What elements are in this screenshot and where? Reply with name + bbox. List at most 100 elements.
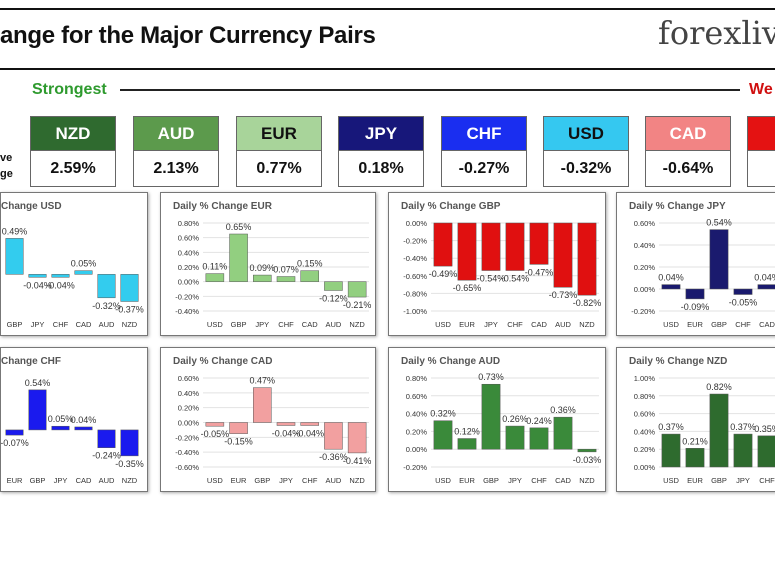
bar — [97, 429, 116, 448]
chart-title: Daily % Change AUD — [401, 356, 500, 367]
x-tick-label: USD — [435, 476, 451, 485]
value-label: 0.04% — [754, 273, 775, 283]
tile-currency: JPY — [338, 116, 424, 151]
bar — [324, 281, 343, 291]
value-label: -0.54% — [477, 274, 506, 284]
x-tick-label: AUD — [99, 476, 115, 485]
y-tick-label: -0.40% — [175, 307, 199, 316]
value-label: -0.04% — [295, 428, 324, 438]
y-tick-label: 0.20% — [406, 427, 428, 436]
x-tick-label: CAD — [759, 320, 775, 329]
value-label: 0.47% — [250, 376, 276, 386]
x-tick-label: JPY — [736, 476, 750, 485]
tile-value: 2.13% — [133, 151, 219, 187]
chart-panel: Daily % Change AUD 0.80% 0.60% 0.40% 0.20% 0.… — [388, 347, 606, 492]
chart: Daily % Change JPY 0.60% 0.40% 0.20% 0.00% -0… — [629, 201, 775, 329]
chart: Daily % Change EUR0.80%0.60%0.40%0.20%0.… — [173, 201, 371, 329]
bar — [481, 383, 501, 450]
bar — [505, 425, 525, 450]
chart-panel: Change CHF EUR -0.07% GBP 0.54% JPY 0.05% CAD 0.… — [0, 347, 148, 492]
y-tick-label: -0.20% — [175, 433, 199, 442]
chart-panel: Daily % Change EUR 0.80% 0.60% 0.40% 0.20% 0.… — [160, 192, 376, 336]
tile-value: -0.27% — [441, 151, 527, 187]
value-label: -0.35% — [115, 459, 144, 469]
bar — [300, 270, 319, 282]
x-tick-label: USD — [207, 320, 223, 329]
value-label: -0.82% — [573, 298, 602, 308]
value-label: 0.32% — [430, 409, 456, 419]
value-label: 0.05% — [71, 259, 97, 269]
bar — [205, 422, 225, 427]
bar — [457, 222, 477, 281]
y-tick-label: 1.00% — [634, 374, 656, 383]
bar — [253, 387, 272, 423]
y-tick-label: 0.20% — [178, 263, 200, 272]
y-tick-label: 0.80% — [634, 392, 656, 401]
bar — [505, 222, 525, 271]
x-tick-label: CAD — [555, 476, 571, 485]
bar — [276, 422, 296, 426]
bar — [5, 238, 24, 275]
currency-tile: AUD 2.13% — [133, 116, 219, 187]
value-label: 0.24% — [526, 416, 552, 426]
y-tick-label: 0.00% — [406, 219, 428, 228]
bar — [661, 433, 681, 468]
bar — [74, 426, 93, 431]
x-tick-label: AUD — [326, 320, 342, 329]
tile-currency: AUD — [133, 116, 219, 151]
bar — [685, 288, 705, 300]
value-label: -0.04% — [272, 428, 301, 438]
value-label: -0.04% — [46, 280, 75, 290]
bar — [347, 281, 367, 298]
y-tick-label: 0.20% — [178, 404, 200, 413]
x-tick-label: AUD — [555, 320, 571, 329]
y-tick-label: 0.60% — [178, 374, 200, 383]
y-tick-label: -0.60% — [175, 463, 199, 472]
chart-panel: Daily % Change JPY 0.60% 0.40% 0.20% 0.00% -0… — [616, 192, 775, 336]
x-tick-label: USD — [663, 476, 679, 485]
bar — [433, 222, 453, 267]
value-label: -0.07% — [1, 438, 29, 448]
x-tick-label: GBP — [711, 476, 727, 485]
chart-title: Daily % Change NZD — [629, 356, 727, 367]
value-label: -0.36% — [319, 452, 348, 462]
currency-tile: USD -0.32% — [543, 116, 629, 187]
bar — [481, 222, 501, 271]
x-tick-label: USD — [435, 320, 451, 329]
chart-panel: Change USD GBP 0.49% JPY -0.04% CHF -0.04% CAD 0… — [0, 192, 148, 336]
value-label: -0.15% — [224, 437, 253, 447]
value-label: -0.54% — [501, 274, 530, 284]
value-label: 0.15% — [297, 259, 323, 269]
bar — [28, 274, 47, 278]
bar — [553, 416, 573, 450]
x-tick-label: NZD — [579, 320, 595, 329]
title-bar — [0, 8, 775, 70]
x-tick-label: CHF — [531, 476, 547, 485]
y-tick-label: 0.40% — [178, 389, 200, 398]
chart: Daily % Change NZD1.00%0.80%0.60%0.40%0.… — [629, 356, 775, 485]
tile-value: 0.18% — [338, 151, 424, 187]
value-label: -0.09% — [681, 302, 710, 312]
chart: Change USD GBP 0.49% JPY -0.04% CHF -0.04% CAD 0… — [1, 201, 144, 329]
bar — [74, 270, 93, 275]
chart: Daily % Change GBP 0.00% -0.20% -0.40% -0.60… — [401, 201, 602, 329]
currency-tile: CAD -0.64% — [645, 116, 731, 187]
value-label: 0.82% — [706, 382, 732, 392]
tile-value: 0.77% — [236, 151, 322, 187]
y-tick-label: 0.60% — [634, 219, 656, 228]
value-label: -0.05% — [201, 429, 230, 439]
tile-currency: CAD — [645, 116, 731, 151]
x-tick-label: GBP — [7, 320, 23, 329]
value-label: -0.12% — [319, 293, 348, 303]
value-label: 0.36% — [550, 405, 576, 415]
weakest-label: We — [749, 81, 773, 98]
bar — [51, 274, 70, 278]
x-tick-label: JPY — [31, 320, 45, 329]
x-tick-label: CAD — [76, 476, 92, 485]
value-label: 0.65% — [226, 222, 252, 232]
y-tick-label: -0.60% — [403, 272, 427, 281]
value-label: 0.54% — [25, 378, 51, 388]
value-label: 0.07% — [273, 265, 299, 275]
bar — [28, 389, 47, 431]
